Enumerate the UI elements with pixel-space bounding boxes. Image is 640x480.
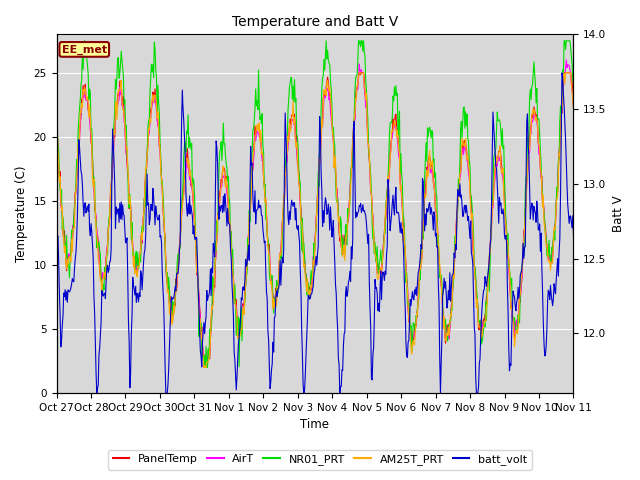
NR01_PRT [394,132,402,138]
Line: PanelTemp: PanelTemp [56,73,573,368]
AirT [563,57,570,63]
PanelTemp [195,292,203,298]
AirT [168,308,175,314]
PanelTemp [379,251,387,256]
PanelTemp [202,365,210,371]
NR01_PRT [379,247,387,253]
PanelTemp [394,134,402,140]
AirT [62,255,70,261]
NR01_PRT [196,318,204,324]
AM25T_PRT [379,250,387,256]
AirT [570,104,577,109]
X-axis label: Time: Time [301,419,330,432]
batt_volt [570,232,577,238]
Y-axis label: Batt V: Batt V [612,195,625,232]
batt_volt [196,326,204,332]
Line: AirT: AirT [56,60,573,368]
AM25T_PRT [570,108,577,113]
PanelTemp [570,103,577,109]
AM25T_PRT [195,308,203,313]
AirT [378,257,386,263]
Line: batt_volt: batt_volt [56,73,573,393]
AM25T_PRT [355,70,363,76]
batt_volt [394,210,401,216]
AirT [115,97,123,103]
batt_volt [168,296,176,302]
AirT [394,137,401,143]
Line: NR01_PRT: NR01_PRT [56,41,573,368]
AM25T_PRT [52,136,60,142]
AM25T_PRT [168,308,175,314]
Y-axis label: Temperature (C): Temperature (C) [15,166,28,262]
Line: AM25T_PRT: AM25T_PRT [56,73,573,368]
AM25T_PRT [115,88,123,94]
PanelTemp [62,256,70,262]
NR01_PRT [62,256,70,262]
PanelTemp [52,125,60,131]
PanelTemp [168,310,175,315]
NR01_PRT [168,298,176,303]
PanelTemp [115,93,123,99]
AM25T_PRT [200,365,208,371]
AirT [202,365,209,371]
AM25T_PRT [394,139,402,145]
NR01_PRT [81,38,88,44]
batt_volt [52,217,60,223]
NR01_PRT [116,71,124,76]
Text: EE_met: EE_met [61,44,107,55]
AirT [52,131,60,137]
Legend: PanelTemp, AirT, NR01_PRT, AM25T_PRT, batt_volt: PanelTemp, AirT, NR01_PRT, AM25T_PRT, ba… [108,450,532,469]
batt_volt [378,274,386,279]
Title: Temperature and Batt V: Temperature and Batt V [232,15,398,29]
batt_volt [558,70,566,76]
batt_volt [93,390,100,396]
PanelTemp [355,70,363,76]
AirT [195,296,203,301]
NR01_PRT [52,124,60,130]
batt_volt [62,297,70,303]
batt_volt [116,200,124,206]
AM25T_PRT [62,262,70,268]
NR01_PRT [200,365,208,371]
NR01_PRT [570,79,577,85]
